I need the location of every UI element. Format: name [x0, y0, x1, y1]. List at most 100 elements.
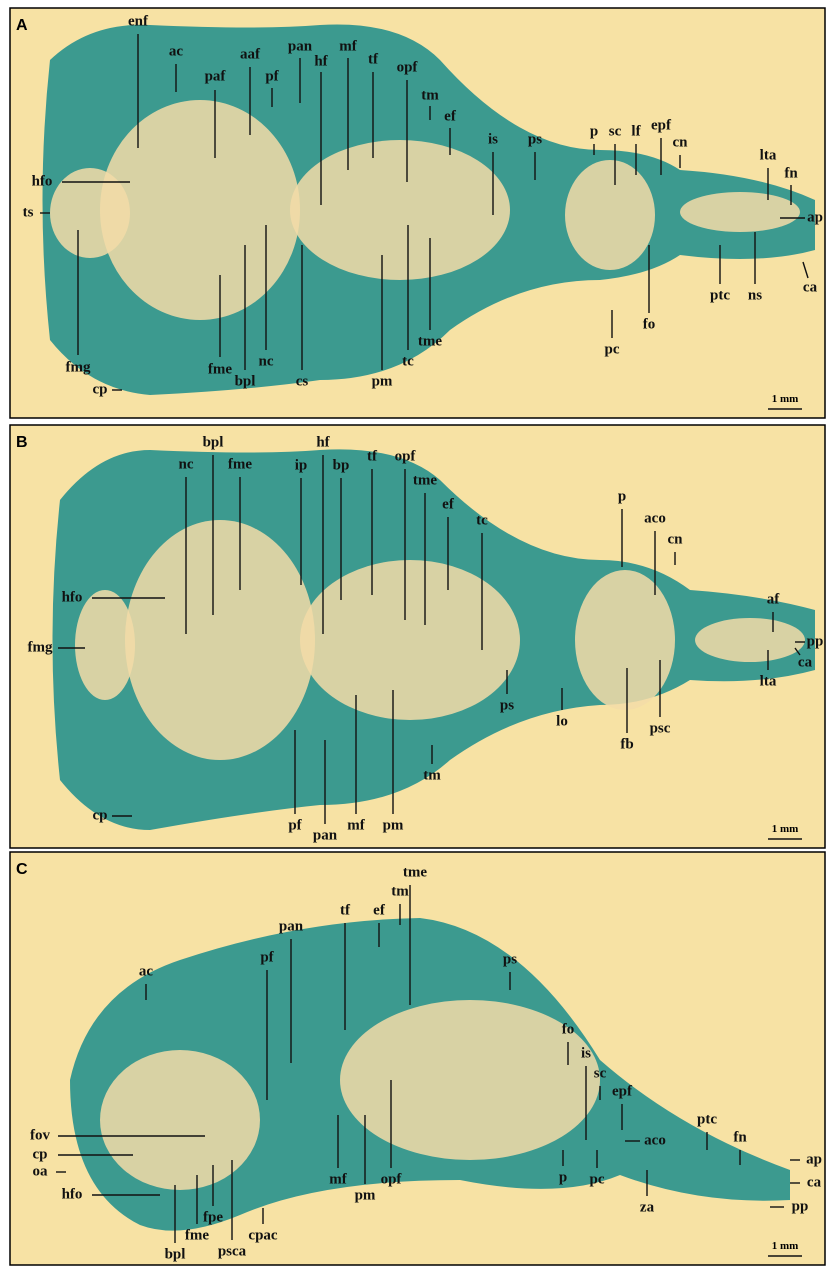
label: aco	[644, 1132, 666, 1148]
label: lta	[760, 673, 777, 689]
label: p	[618, 488, 626, 504]
label: fme	[185, 1227, 209, 1243]
label: ps	[528, 131, 542, 147]
label: is	[581, 1045, 591, 1061]
label: paf	[205, 68, 227, 84]
label: hf	[314, 53, 328, 69]
skull-interior	[100, 1050, 260, 1190]
label: tf	[368, 51, 379, 67]
label: tme	[418, 333, 442, 349]
label: hfo	[62, 589, 83, 605]
label: psc	[650, 720, 671, 736]
label: cp	[93, 807, 108, 823]
figure: Aenfacpafaafpfpanhfmftfopftmefispspsclfe…	[0, 0, 826, 1266]
panel-letter: C	[16, 861, 28, 878]
label: lta	[760, 147, 777, 163]
label: tf	[367, 448, 378, 464]
skull-interior	[680, 192, 800, 232]
label: af	[767, 591, 781, 607]
scale-bar-label: 1 mm	[772, 823, 799, 835]
label: tm	[423, 767, 441, 783]
label: fme	[228, 456, 252, 472]
label: pf	[260, 949, 274, 965]
label: fpe	[203, 1209, 223, 1225]
label: fb	[620, 736, 633, 752]
label: za	[640, 1199, 655, 1215]
label: fn	[733, 1129, 747, 1145]
label: nc	[259, 353, 274, 369]
label: fme	[208, 361, 232, 377]
skull-interior	[300, 560, 520, 720]
label: ac	[169, 43, 184, 59]
label: fo	[562, 1021, 575, 1037]
label: pm	[383, 817, 404, 833]
label: ca	[807, 1174, 822, 1190]
skull-interior	[565, 160, 655, 270]
label: pm	[372, 373, 393, 389]
label: pf	[265, 68, 279, 84]
label: fov	[30, 1127, 50, 1143]
label: fmg	[28, 639, 53, 655]
label: nc	[179, 456, 194, 472]
scale-bar-label: 1 mm	[772, 1240, 799, 1252]
label: sc	[594, 1065, 607, 1081]
label: tme	[403, 864, 427, 880]
label: pan	[279, 918, 304, 934]
label: mf	[347, 817, 365, 833]
label: mf	[339, 38, 357, 54]
label: ca	[803, 279, 818, 295]
label: enf	[128, 13, 149, 29]
label: bpl	[203, 434, 224, 450]
label: ts	[23, 204, 34, 220]
skull-interior	[290, 140, 510, 280]
scale-bar-label: 1 mm	[772, 393, 799, 405]
label: ptc	[710, 287, 730, 303]
label: hfo	[62, 1186, 83, 1202]
label: ns	[748, 287, 762, 303]
label: cpac	[248, 1227, 278, 1243]
label: tm	[391, 883, 409, 899]
label: epf	[651, 117, 672, 133]
label: oa	[33, 1163, 49, 1179]
label: pc	[605, 341, 620, 357]
label: pp	[807, 633, 824, 649]
label: hfo	[32, 173, 53, 189]
skull-interior	[695, 618, 805, 662]
label: p	[590, 123, 598, 139]
label: ef	[373, 902, 386, 918]
label: tf	[340, 902, 351, 918]
label: pm	[355, 1187, 376, 1203]
label: tm	[421, 87, 439, 103]
label: aaf	[240, 46, 261, 62]
label: pp	[792, 1198, 809, 1214]
label: ps	[500, 697, 514, 713]
skull-interior	[125, 520, 315, 760]
label: bpl	[165, 1246, 186, 1262]
label: ef	[442, 496, 455, 512]
label: epf	[612, 1083, 633, 1099]
label: sc	[609, 123, 622, 139]
label: cs	[296, 373, 309, 389]
label: bp	[333, 457, 350, 473]
label: fo	[643, 316, 656, 332]
label: cp	[93, 381, 108, 397]
label: cn	[673, 134, 689, 150]
label: fmg	[66, 359, 91, 375]
label: opf	[381, 1171, 403, 1187]
label: ca	[798, 654, 813, 670]
label: lf	[631, 123, 641, 139]
label: opf	[397, 59, 419, 75]
label: mf	[329, 1171, 347, 1187]
label: bpl	[235, 373, 256, 389]
label: psca	[218, 1243, 247, 1259]
skull-interior	[100, 100, 300, 320]
label: fn	[784, 165, 798, 181]
label: ap	[807, 209, 823, 225]
label: pf	[288, 817, 302, 833]
panel-letter: B	[16, 434, 28, 451]
label: cp	[33, 1146, 48, 1162]
label: ac	[139, 963, 154, 979]
label: is	[488, 131, 498, 147]
label: opf	[395, 448, 417, 464]
label: tc	[402, 353, 414, 369]
